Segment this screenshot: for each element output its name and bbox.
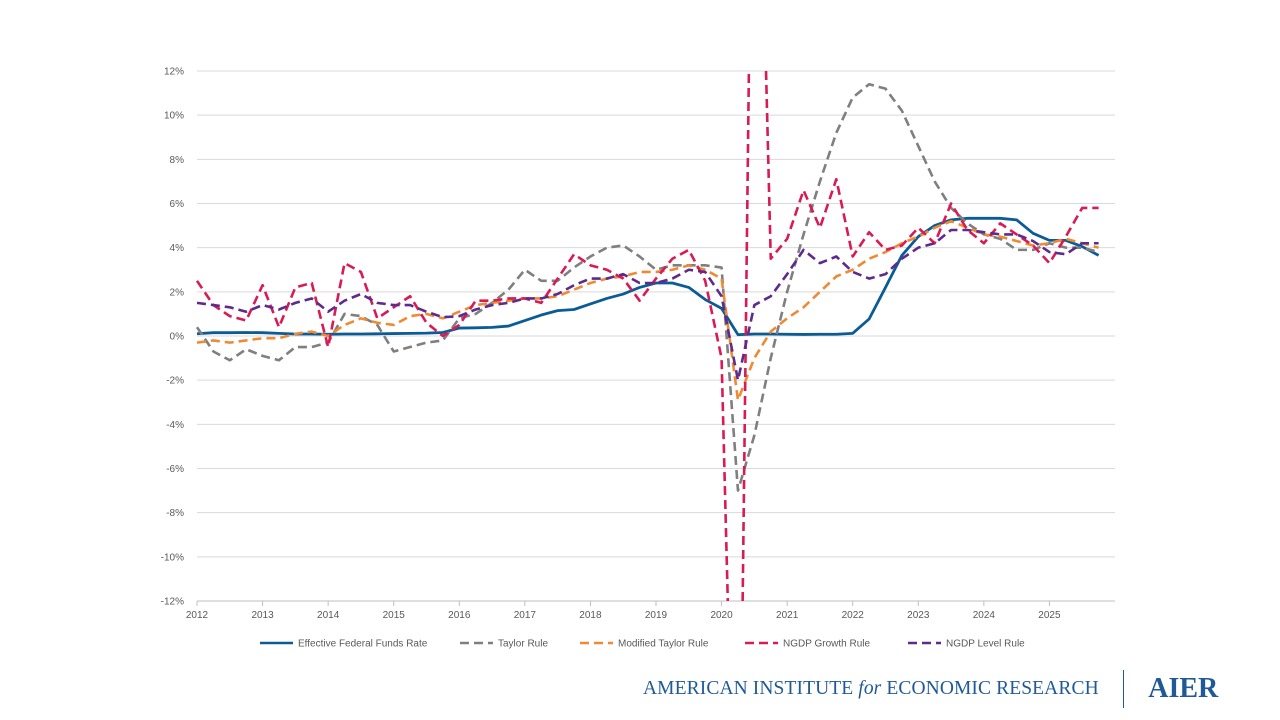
y-tick-label: -12% xyxy=(161,597,184,608)
legend-label: Effective Federal Funds Rate xyxy=(298,639,428,650)
y-tick-label: 8% xyxy=(170,155,185,166)
x-tick-label: 2020 xyxy=(710,610,733,621)
x-tick-label: 2023 xyxy=(907,610,930,621)
x-axis-ticks: 2012 2013 2014 2015 2016 2017 2018 2019 2020 2021… xyxy=(186,601,1061,621)
x-tick-label: 2016 xyxy=(448,610,471,621)
y-tick-label: 4% xyxy=(170,243,185,254)
org-name-part1: AMERICAN INSTITUTE xyxy=(643,678,859,699)
y-tick-label: 10% xyxy=(164,111,184,122)
x-tick-label: 2022 xyxy=(842,610,865,621)
x-tick-label: 2024 xyxy=(973,610,996,621)
aier-logo: AIER xyxy=(1148,673,1219,704)
legend-item: Modified Taylor Rule xyxy=(580,639,709,650)
x-tick-label: 2013 xyxy=(251,610,274,621)
x-tick-label: 2012 xyxy=(186,610,209,621)
legend-item: NGDP Level Rule xyxy=(908,639,1025,650)
y-tick-label: 0% xyxy=(170,332,185,343)
org-name-for: for xyxy=(858,678,882,699)
legend: Effective Federal Funds Rate Taylor Rule M… xyxy=(260,639,1025,650)
legend-item: NGDP Growth Rule xyxy=(745,639,871,650)
org-name-part2: ECONOMIC RESEARCH xyxy=(881,678,1099,699)
legend-label: NGDP Level Rule xyxy=(946,639,1025,650)
x-tick-label: 2021 xyxy=(776,610,799,621)
y-tick-label: -2% xyxy=(166,376,184,387)
y-tick-label: -8% xyxy=(166,508,184,519)
footer-divider xyxy=(1122,670,1125,708)
series-lines xyxy=(195,70,1100,602)
legend-item: Taylor Rule xyxy=(460,639,548,650)
legend-item: Effective Federal Funds Rate xyxy=(260,639,428,650)
series-line-ngdp-growth-rule xyxy=(195,70,1099,602)
y-tick-label: 2% xyxy=(170,287,185,298)
x-tick-label: 2025 xyxy=(1038,610,1061,621)
y-tick-label: -10% xyxy=(161,552,184,563)
legend-label: Modified Taylor Rule xyxy=(618,639,709,650)
x-tick-label: 2014 xyxy=(317,610,340,621)
x-tick-label: 2017 xyxy=(514,610,537,621)
line-chart: 12% 10% 8% 6% 4% 2% 0% -2% -4% -6% -8% -10% -12% 201… xyxy=(161,67,1115,650)
organization-name: AMERICAN INSTITUTE for ECONOMIC RESEARCH xyxy=(643,678,1099,700)
series-line-ngdp-level-rule xyxy=(196,228,1099,382)
legend-label: NGDP Growth Rule xyxy=(783,639,871,650)
series-line-effective-federal-funds-rate xyxy=(196,216,1100,337)
x-tick-label: 2019 xyxy=(645,610,668,621)
series-line-modified-taylor-rule xyxy=(196,219,1099,402)
gridlines xyxy=(197,70,1115,602)
series-line-taylor-rule xyxy=(195,82,1099,492)
y-tick-label: -4% xyxy=(166,420,184,431)
y-tick-label: 6% xyxy=(170,199,185,210)
legend-label: Taylor Rule xyxy=(498,639,548,650)
footer-branding: AMERICAN INSTITUTE for ECONOMIC RESEARCH… xyxy=(643,670,1219,708)
y-axis-ticks: 12% 10% 8% 6% 4% 2% 0% -2% -4% -6% -8% -10% -12% xyxy=(161,67,184,608)
x-tick-label: 2015 xyxy=(383,610,406,621)
y-tick-label: 12% xyxy=(164,67,184,78)
y-tick-label: -6% xyxy=(166,464,184,475)
x-tick-label: 2018 xyxy=(579,610,602,621)
